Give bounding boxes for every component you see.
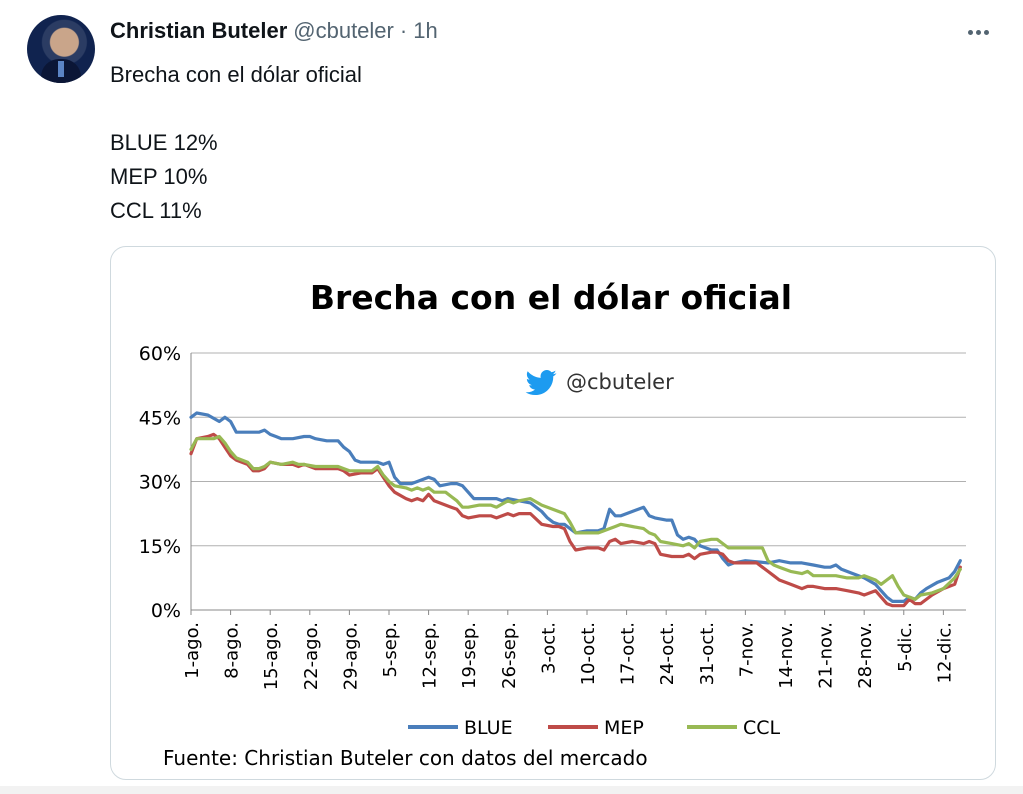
chart-legend: BLUE MEP CCL xyxy=(408,717,781,739)
y-axis-ticks: 0% 15% 30% 45% 60% xyxy=(139,343,181,622)
chart-source: Fuente: Christian Buteler con datos del … xyxy=(163,746,648,770)
x-tick-label: 8-ago. xyxy=(222,622,243,679)
y-tick-label: 45% xyxy=(139,407,181,429)
x-tick-label: 12-dic. xyxy=(934,622,955,683)
y-tick-label: 15% xyxy=(139,536,181,558)
legend-label-ccl: CCL xyxy=(743,717,781,739)
x-tick-label: 28-nov. xyxy=(855,622,876,689)
more-options-icon[interactable] xyxy=(963,20,993,44)
author-name[interactable]: Christian Buteler xyxy=(110,18,288,43)
x-tick-label: 5-sep. xyxy=(380,622,401,678)
tweet-media-chart[interactable]: Brecha con el dólar oficial 0% 15% 30% 45% 6… xyxy=(110,246,996,780)
x-tick-label: 5-dic. xyxy=(895,622,916,672)
tweet-text: Brecha con el dólar oficial BLUE 12% MEP… xyxy=(110,58,362,228)
tweet-timestamp[interactable]: 1h xyxy=(413,18,438,43)
x-tick-label: 24-oct. xyxy=(657,622,678,685)
legend-label-blue: BLUE xyxy=(464,717,513,739)
tweet-text-line: MEP 10% xyxy=(110,164,208,189)
twitter-bird-icon xyxy=(525,370,557,396)
header-separator: · xyxy=(399,18,408,43)
more-dot xyxy=(975,29,981,35)
x-tick-label: 14-nov. xyxy=(776,622,797,689)
tweet-header: Christian Buteler @cbuteler · 1h xyxy=(110,18,438,48)
watermark-handle: @cbuteler xyxy=(566,370,674,394)
watermark: @cbuteler xyxy=(525,370,674,396)
x-tick-label: 3-oct. xyxy=(538,622,559,674)
bottom-divider xyxy=(0,786,1023,794)
chart-svg: Brecha con el dólar oficial 0% 15% 30% 45% 6… xyxy=(139,278,966,770)
series-line-blue xyxy=(189,411,962,603)
x-tick-label: 21-nov. xyxy=(816,622,837,689)
y-tick-label: 60% xyxy=(139,343,181,365)
series-line-ccl xyxy=(189,434,962,601)
legend-label-mep: MEP xyxy=(604,717,644,739)
series-line-mep xyxy=(189,432,962,608)
x-tick-label: 26-sep. xyxy=(499,622,520,689)
more-dot xyxy=(983,29,989,35)
x-tick-label: 31-oct. xyxy=(697,622,718,685)
chart-series xyxy=(189,411,962,608)
tweet-text-line xyxy=(110,92,362,126)
x-axis-ticks: 1-ago. 8-ago. 15-ago. 22-ago. 29-ago. 5-sep. 1… xyxy=(182,610,955,690)
chart-title: Brecha con el dólar oficial xyxy=(310,278,792,317)
x-tick-label: 12-sep. xyxy=(420,622,441,689)
author-handle[interactable]: @cbuteler xyxy=(293,18,394,43)
chart-grid xyxy=(190,352,966,611)
author-avatar[interactable] xyxy=(27,15,95,83)
tweet-text-line: BLUE 12% xyxy=(110,130,218,155)
x-tick-label: 17-oct. xyxy=(618,622,639,685)
y-tick-label: 0% xyxy=(151,600,181,622)
x-tick-label: 15-ago. xyxy=(261,622,282,690)
tweet-text-line: CCL 11% xyxy=(110,198,202,223)
y-tick-label: 30% xyxy=(139,472,181,494)
more-dot xyxy=(967,29,973,35)
x-tick-label: 19-sep. xyxy=(459,622,480,689)
x-tick-label: 1-ago. xyxy=(182,622,203,679)
x-tick-label: 29-ago. xyxy=(340,622,361,690)
tweet-text-line: Brecha con el dólar oficial xyxy=(110,62,362,87)
avatar-tie xyxy=(58,61,64,77)
x-tick-label: 10-oct. xyxy=(578,622,599,685)
x-tick-label: 7-nov. xyxy=(736,622,757,677)
x-tick-label: 22-ago. xyxy=(301,622,322,690)
